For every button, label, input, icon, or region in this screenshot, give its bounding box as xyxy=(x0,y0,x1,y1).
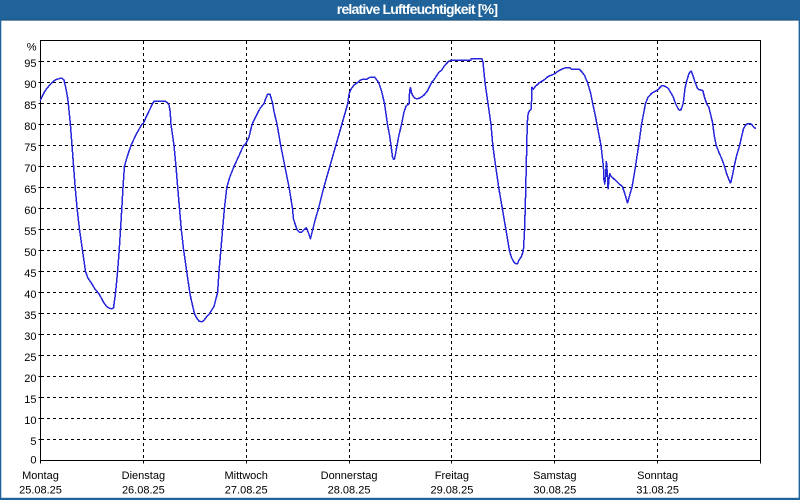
svg-text:85: 85 xyxy=(24,100,36,112)
svg-text:30.08.25: 30.08.25 xyxy=(533,485,576,497)
svg-text:Samstag: Samstag xyxy=(533,470,576,482)
svg-text:28.08.25: 28.08.25 xyxy=(328,485,371,497)
svg-text:50: 50 xyxy=(24,247,36,259)
svg-text:10: 10 xyxy=(24,415,36,427)
svg-text:Donnerstag: Donnerstag xyxy=(321,470,378,482)
svg-text:26.08.25: 26.08.25 xyxy=(122,485,165,497)
svg-text:25: 25 xyxy=(24,352,36,364)
svg-text:%: % xyxy=(27,42,37,54)
svg-text:5: 5 xyxy=(30,436,36,448)
svg-text:20: 20 xyxy=(24,373,36,385)
svg-text:15: 15 xyxy=(24,394,36,406)
svg-text:relative Luftfeuchtigkeit [%]: relative Luftfeuchtigkeit [%] xyxy=(337,1,498,17)
svg-text:95: 95 xyxy=(24,58,36,70)
svg-text:Freitag: Freitag xyxy=(435,470,469,482)
svg-text:65: 65 xyxy=(24,184,36,196)
svg-text:27.08.25: 27.08.25 xyxy=(225,485,268,497)
svg-text:55: 55 xyxy=(24,226,36,238)
svg-text:Sonntag: Sonntag xyxy=(637,470,678,482)
svg-text:30: 30 xyxy=(24,331,36,343)
svg-text:75: 75 xyxy=(24,142,36,154)
svg-text:45: 45 xyxy=(24,268,36,280)
svg-text:60: 60 xyxy=(24,205,36,217)
svg-text:Montag: Montag xyxy=(22,470,59,482)
svg-text:80: 80 xyxy=(24,121,36,133)
svg-text:35: 35 xyxy=(24,310,36,322)
svg-text:40: 40 xyxy=(24,289,36,301)
svg-text:Mittwoch: Mittwoch xyxy=(225,470,268,482)
svg-text:25.08.25: 25.08.25 xyxy=(19,485,62,497)
svg-text:90: 90 xyxy=(24,79,36,91)
svg-text:31.08.25: 31.08.25 xyxy=(636,485,679,497)
svg-text:Dienstag: Dienstag xyxy=(122,470,165,482)
svg-text:29.08.25: 29.08.25 xyxy=(431,485,474,497)
svg-text:70: 70 xyxy=(24,163,36,175)
svg-text:0: 0 xyxy=(30,455,36,467)
